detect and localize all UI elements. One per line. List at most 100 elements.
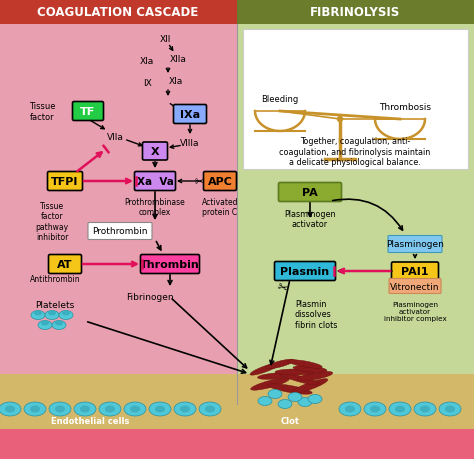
Ellipse shape — [337, 117, 343, 122]
FancyBboxPatch shape — [243, 30, 468, 170]
Text: COAGULATION CASCADE: COAGULATION CASCADE — [37, 6, 199, 19]
FancyBboxPatch shape — [203, 172, 237, 191]
FancyBboxPatch shape — [73, 102, 103, 121]
FancyBboxPatch shape — [88, 223, 152, 240]
Ellipse shape — [130, 406, 140, 413]
Ellipse shape — [275, 369, 315, 375]
Ellipse shape — [280, 373, 320, 385]
Text: Fibrinogen: Fibrinogen — [126, 293, 174, 302]
Text: Prothrombinase
complex: Prothrombinase complex — [125, 197, 185, 217]
Ellipse shape — [30, 406, 40, 413]
Text: Thrombin: Thrombin — [140, 259, 200, 269]
Text: Plasminogen
activator
inhibitor complex: Plasminogen activator inhibitor complex — [383, 302, 447, 321]
Text: TF: TF — [81, 107, 96, 117]
Text: AT: AT — [57, 259, 73, 269]
Ellipse shape — [199, 402, 221, 416]
Ellipse shape — [308, 395, 322, 403]
Text: Plasmin
dissolves
fibrin clots: Plasmin dissolves fibrin clots — [295, 299, 337, 329]
Text: Platelets: Platelets — [36, 300, 74, 309]
Ellipse shape — [292, 379, 328, 393]
Text: VIIIa: VIIIa — [180, 139, 200, 148]
Ellipse shape — [205, 406, 215, 413]
Text: Prothrombin: Prothrombin — [92, 227, 148, 236]
FancyBboxPatch shape — [48, 255, 82, 274]
Ellipse shape — [251, 378, 289, 390]
Ellipse shape — [74, 402, 96, 416]
Bar — [237, 25, 474, 404]
FancyBboxPatch shape — [388, 236, 442, 253]
Text: XII: XII — [160, 35, 172, 45]
Text: Clot: Clot — [281, 417, 300, 425]
Text: Plasminogen: Plasminogen — [386, 240, 444, 249]
Bar — [0, 0, 237, 25]
Ellipse shape — [389, 402, 411, 416]
Ellipse shape — [55, 321, 63, 326]
FancyBboxPatch shape — [173, 105, 207, 124]
Ellipse shape — [258, 397, 272, 406]
Text: Thrombosis: Thrombosis — [379, 103, 431, 112]
Ellipse shape — [41, 321, 49, 326]
Ellipse shape — [420, 406, 430, 413]
Ellipse shape — [293, 366, 327, 373]
Text: Plasminogen
activator: Plasminogen activator — [284, 210, 336, 229]
Text: Plasmin: Plasmin — [281, 266, 329, 276]
Text: Antithrombin: Antithrombin — [30, 275, 80, 284]
Ellipse shape — [414, 402, 436, 416]
Ellipse shape — [395, 406, 405, 413]
Text: Tissue
factor
pathway
inhibitor: Tissue factor pathway inhibitor — [36, 202, 69, 242]
Ellipse shape — [439, 402, 461, 416]
Text: Activated
protein C: Activated protein C — [202, 197, 238, 217]
Ellipse shape — [288, 360, 322, 369]
Bar — [0, 25, 237, 404]
Ellipse shape — [52, 321, 66, 330]
Ellipse shape — [124, 402, 146, 416]
Text: Xa  Va: Xa Va — [137, 177, 173, 187]
Ellipse shape — [62, 311, 70, 316]
Text: Bleeding: Bleeding — [261, 95, 299, 104]
Ellipse shape — [31, 311, 45, 320]
FancyBboxPatch shape — [47, 172, 82, 191]
Ellipse shape — [268, 390, 282, 398]
Ellipse shape — [297, 371, 333, 381]
Bar — [0, 429, 474, 459]
Ellipse shape — [257, 373, 292, 380]
Ellipse shape — [339, 402, 361, 416]
Ellipse shape — [370, 406, 380, 413]
Text: XIa: XIa — [169, 77, 183, 86]
Ellipse shape — [445, 406, 455, 413]
Text: APC: APC — [208, 177, 232, 187]
Ellipse shape — [34, 311, 42, 316]
Text: VIIa: VIIa — [107, 133, 123, 142]
FancyBboxPatch shape — [135, 172, 175, 191]
Text: PAI1: PAI1 — [401, 266, 429, 276]
FancyBboxPatch shape — [274, 262, 336, 281]
Ellipse shape — [105, 406, 115, 413]
Ellipse shape — [80, 406, 90, 413]
Bar — [0, 374, 474, 429]
FancyBboxPatch shape — [140, 255, 200, 274]
Text: IX: IX — [144, 79, 152, 88]
FancyBboxPatch shape — [389, 279, 441, 294]
Ellipse shape — [5, 406, 15, 413]
Text: ✂: ✂ — [194, 177, 204, 187]
Ellipse shape — [345, 406, 355, 413]
Ellipse shape — [24, 402, 46, 416]
Text: XIIa: XIIa — [170, 56, 186, 64]
Ellipse shape — [364, 402, 386, 416]
Ellipse shape — [180, 406, 190, 413]
Ellipse shape — [0, 402, 21, 416]
FancyBboxPatch shape — [143, 143, 167, 161]
Text: XIa: XIa — [140, 57, 154, 67]
Ellipse shape — [55, 406, 65, 413]
Text: Endothelial cells: Endothelial cells — [51, 417, 129, 425]
Text: PA: PA — [302, 188, 318, 197]
Text: TFPI: TFPI — [51, 177, 79, 187]
Ellipse shape — [250, 363, 280, 375]
Ellipse shape — [38, 321, 52, 330]
Ellipse shape — [99, 402, 121, 416]
Ellipse shape — [59, 311, 73, 320]
Ellipse shape — [49, 402, 71, 416]
Ellipse shape — [288, 392, 302, 402]
Text: ✂: ✂ — [275, 280, 289, 295]
Ellipse shape — [298, 397, 312, 407]
